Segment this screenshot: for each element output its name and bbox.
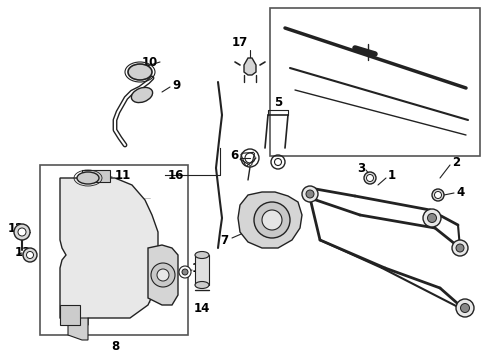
Text: 3: 3 [357,162,365,175]
Circle shape [26,252,33,258]
Circle shape [182,269,188,275]
Text: 14: 14 [194,302,210,315]
Circle shape [18,228,26,236]
Text: 17: 17 [232,36,248,49]
Text: 2: 2 [452,156,460,168]
Circle shape [435,192,441,198]
Circle shape [364,172,376,184]
Bar [270,8,480,156]
Text: 6: 6 [230,149,238,162]
Polygon shape [244,58,256,75]
Polygon shape [238,192,302,248]
Polygon shape [148,245,178,305]
Circle shape [157,269,169,281]
Circle shape [452,240,468,256]
Text: 12: 12 [8,221,24,234]
Bar [40,165,188,335]
Circle shape [456,244,464,252]
Text: 11: 11 [115,168,131,181]
Polygon shape [60,178,158,325]
Circle shape [432,189,444,201]
Circle shape [423,209,441,227]
Circle shape [461,303,469,312]
Circle shape [306,190,314,198]
Text: 15: 15 [192,261,208,274]
Text: 7: 7 [220,234,228,247]
Ellipse shape [128,64,152,80]
Text: 8: 8 [111,341,119,354]
Text: 10: 10 [142,55,158,68]
Text: 16: 16 [168,168,184,181]
Circle shape [151,263,175,287]
Ellipse shape [131,87,152,103]
Circle shape [262,210,282,230]
Ellipse shape [195,252,209,258]
Polygon shape [68,318,88,340]
Text: 13: 13 [15,246,31,258]
Circle shape [427,213,437,222]
Circle shape [23,248,37,262]
Circle shape [456,299,474,317]
Bar [82,170,110,182]
Ellipse shape [77,172,99,184]
Ellipse shape [195,282,209,288]
Text: 9: 9 [172,78,180,91]
Circle shape [302,186,318,202]
Circle shape [14,224,30,240]
Circle shape [254,202,290,238]
Circle shape [179,266,191,278]
Text: 4: 4 [456,185,464,198]
Bar [195,255,209,285]
Text: 1: 1 [388,168,396,181]
Circle shape [367,175,373,181]
Bar [60,305,80,325]
Text: 5: 5 [274,95,282,108]
